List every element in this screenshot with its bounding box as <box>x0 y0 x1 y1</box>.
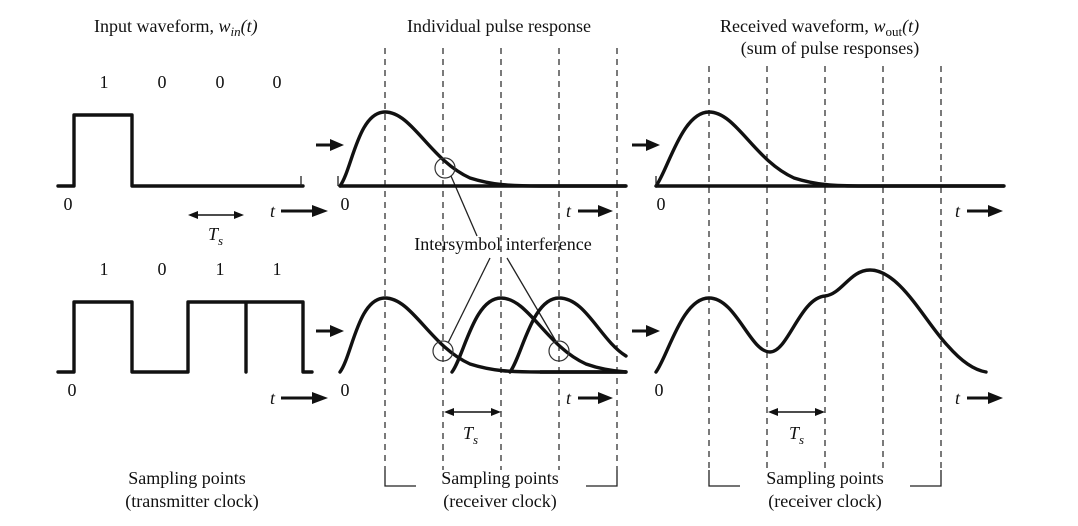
received-origin-top: 0 <box>657 194 666 214</box>
pulse-ts-label: Ts <box>463 423 478 447</box>
received-subtitle: (sum of pulse responses) <box>741 38 919 59</box>
received-input-arrow-bottom <box>632 325 660 337</box>
received-t-label-bottom: t <box>955 388 961 408</box>
input-ts-arrow <box>188 211 244 219</box>
pulse-t-arrow-top <box>578 205 613 217</box>
received-t-arrow-top <box>967 205 1003 217</box>
input-ts-label: Ts <box>208 224 223 248</box>
received-clock-label: (receiver clock) <box>768 491 881 512</box>
pulse-sampling-lines <box>384 48 618 470</box>
input-bit-top-2: 0 <box>158 72 167 92</box>
pulse-origin-bottom: 0 <box>341 380 350 400</box>
isi-pointer-lines <box>447 175 558 344</box>
input-sampling-label: Sampling points <box>128 468 246 488</box>
input-origin-bottom: 0 <box>68 380 77 400</box>
received-waveform-top <box>654 110 1006 188</box>
isi-circle-top <box>434 157 456 179</box>
received-sampling-lines <box>708 66 942 470</box>
pulse-sampling-bracket-right <box>586 470 618 487</box>
received-t-arrow-bottom <box>967 392 1003 404</box>
received-sampling-label: Sampling points <box>766 468 884 488</box>
input-bit-bottom-4: 1 <box>273 259 282 279</box>
received-input-arrow-top <box>632 139 660 151</box>
input-origin-top: 0 <box>64 194 73 214</box>
input-t-arrow-bottom <box>281 392 328 404</box>
received-ts-label: Ts <box>789 423 804 447</box>
pulse-response-bottom-2 <box>450 296 628 374</box>
received-sampling-bracket-right <box>910 470 942 487</box>
received-title: Received waveform, wout(t) <box>720 16 919 39</box>
received-t-label-top: t <box>955 201 961 221</box>
input-title: Input waveform, win(t) <box>94 16 258 39</box>
isi-circle-bottom-1 <box>432 340 454 362</box>
pulse-response-top <box>338 110 628 188</box>
pulse-origin-top: 0 <box>341 194 350 214</box>
input-bit-top-1: 1 <box>100 72 109 92</box>
received-waveform-bottom <box>654 268 988 374</box>
pulse-t-label-top: t <box>566 201 572 221</box>
received-sampling-bracket-left <box>708 470 740 487</box>
input-t-label-bottom: t <box>270 388 276 408</box>
pulse-input-arrow-bottom <box>316 325 344 337</box>
pulse-response-bottom-3 <box>508 296 628 374</box>
pulse-sampling-bracket-left <box>384 470 416 487</box>
input-bit-bottom-2: 0 <box>158 259 167 279</box>
pulse-title: Individual pulse response <box>407 16 591 36</box>
pulse-response-bottom-1 <box>338 296 628 374</box>
input-t-arrow-top <box>281 205 328 217</box>
input-clock-label: (transmitter clock) <box>125 491 258 512</box>
input-bit-top-4: 0 <box>273 72 282 92</box>
input-t-label-top: t <box>270 201 276 221</box>
received-origin-bottom: 0 <box>655 380 664 400</box>
pulse-ts-arrow <box>444 408 501 416</box>
isi-circle-bottom-2 <box>548 340 570 362</box>
input-waveform-bottom <box>56 300 314 374</box>
pulse-input-arrow-top <box>316 139 344 151</box>
input-bit-top-3: 0 <box>216 72 225 92</box>
pulse-sampling-label: Sampling points <box>441 468 559 488</box>
pulse-clock-label: (receiver clock) <box>443 491 556 512</box>
input-bit-bottom-1: 1 <box>100 259 109 279</box>
input-waveform-top <box>56 113 305 188</box>
received-ts-arrow <box>768 408 825 416</box>
pulse-t-label-bottom: t <box>566 388 572 408</box>
isi-label: Intersymbol interference <box>414 234 591 254</box>
input-bit-bottom-3: 1 <box>216 259 225 279</box>
pulse-t-arrow-bottom <box>578 392 613 404</box>
